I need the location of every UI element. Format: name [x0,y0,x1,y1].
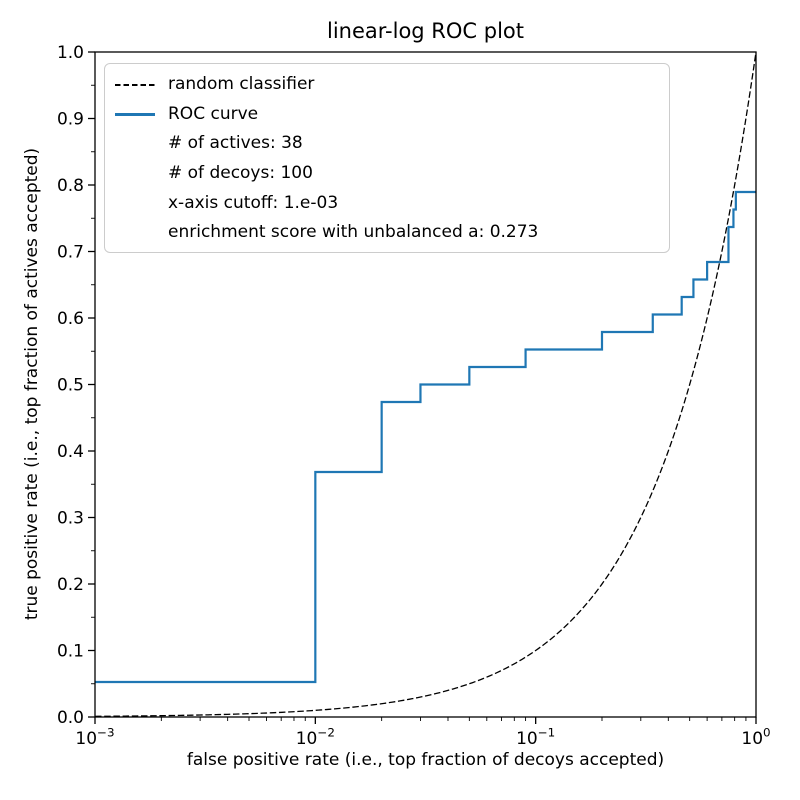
legend-box: random classifier ROC curve # of actives… [104,63,670,253]
random-classifier-line [94,51,757,717]
y-tick-label: 0.9 [57,110,84,130]
x-axis-label: false positive rate (i.e., top fraction … [186,750,665,770]
y-tick-label: 0.0 [57,708,84,728]
y-axis-label: true positive rate (i.e., top fraction o… [22,147,42,621]
y-tick-label: 0.5 [57,376,84,396]
legend-item-label: # of actives: 38 [168,133,303,154]
legend-item-label: ROC curve [168,103,259,124]
legend-item-roc-curve: ROC curve [115,100,669,130]
plot-title: linear-log ROC plot [326,19,525,43]
legend-item-random-classifier: random classifier [115,70,669,100]
y-tick-label: 0.2 [57,575,84,595]
empty-handle [115,232,155,234]
legend-item-x-axis-cutoff: x-axis cutoff: 1.e-03 [115,188,669,218]
x-tick-label: 100 [741,726,770,750]
x-tick-label: 10−2 [296,726,335,750]
legend-item-num-decoys: # of decoys: 100 [115,159,669,189]
legend-item-enrichment-score: enrichment score with unbalanced a: 0.27… [115,218,669,248]
y-tick-label: 0.7 [57,243,84,263]
y-tick-label: 0.4 [57,442,84,462]
solid-line-handle-icon [115,113,155,116]
y-tick-label: 1.0 [57,43,84,63]
empty-handle [115,143,155,145]
legend-item-label: random classifier [168,74,315,95]
roc-curve-line [95,190,756,684]
dashed-line-handle-icon [115,84,155,86]
y-tick-label: 0.1 [57,642,84,662]
axis-ticks: 10−3 10−2 10−1 100 0.0 0.1 0.2 0.3 0.4 0.5 0.6 0.7 0… [57,43,771,749]
y-tick-label: 0.8 [57,176,84,196]
x-tick-label: 10−1 [516,726,555,750]
legend-item-num-actives: # of actives: 38 [115,129,669,159]
empty-handle [115,173,155,175]
empty-handle [115,202,155,204]
legend-item-label: # of decoys: 100 [168,163,313,184]
legend-item-label: x-axis cutoff: 1.e-03 [168,192,339,213]
legend-item-label: enrichment score with unbalanced a: 0.27… [168,222,539,243]
y-tick-label: 0.3 [57,509,84,529]
x-tick-label: 10−3 [75,726,114,750]
y-tick-label: 0.6 [57,309,84,329]
